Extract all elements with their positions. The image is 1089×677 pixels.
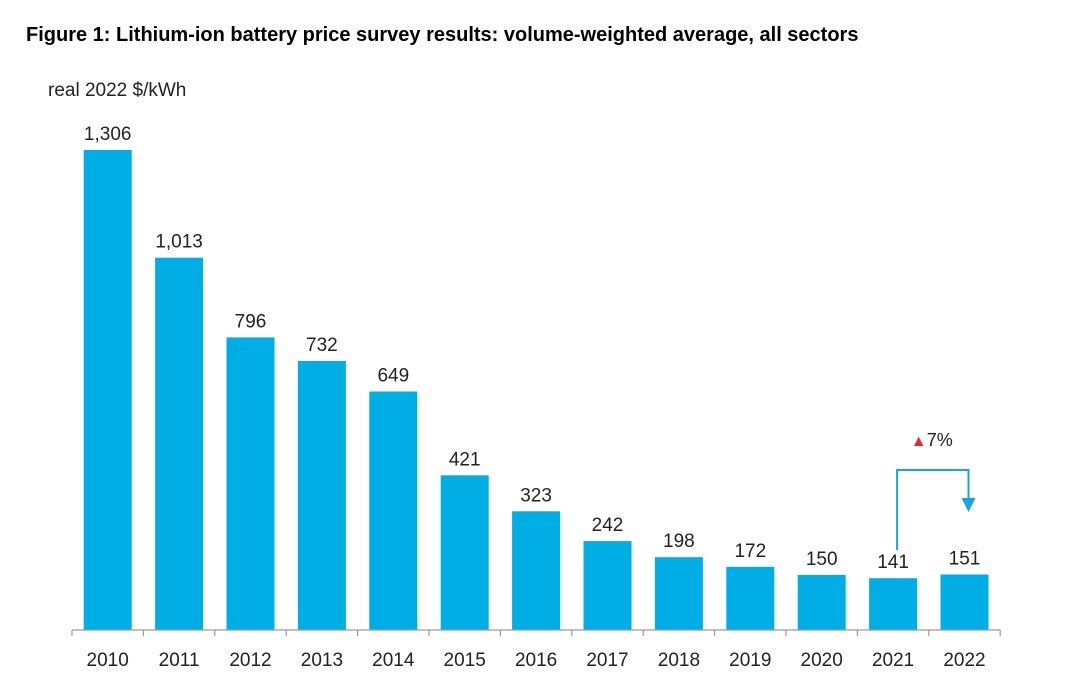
- data-label-2010: 1,306: [84, 124, 132, 145]
- x-tick-label-2022: 2022: [943, 650, 985, 671]
- bar-2016: [512, 511, 561, 630]
- bar-2012: [226, 337, 275, 630]
- bar-2015: [440, 475, 489, 630]
- data-label-2016: 323: [520, 485, 552, 506]
- bar-2014: [369, 391, 418, 630]
- x-tick-label-2018: 2018: [658, 650, 700, 671]
- bar-2017: [583, 541, 632, 630]
- figure-title: Figure 1: Lithium-ion battery price surv…: [26, 24, 859, 46]
- x-tick-label-2016: 2016: [515, 650, 557, 671]
- x-tick-label-2013: 2013: [301, 650, 343, 671]
- x-tick-label-2015: 2015: [444, 650, 486, 671]
- change-arrow: [896, 469, 970, 551]
- data-label-2015: 421: [449, 449, 481, 470]
- data-label-2018: 198: [663, 531, 695, 552]
- x-tick-label-2017: 2017: [586, 650, 628, 671]
- data-label-2022: 151: [949, 549, 981, 570]
- data-label-2020: 150: [806, 549, 838, 570]
- data-label-2013: 732: [306, 335, 338, 356]
- bar-2013: [297, 361, 346, 630]
- x-tick-label-2020: 2020: [801, 650, 843, 671]
- data-label-2012: 796: [235, 311, 267, 332]
- bar-2010: [83, 150, 132, 630]
- x-tick-label-2010: 2010: [87, 650, 129, 671]
- change-percent-label: 7%: [927, 430, 953, 450]
- data-label-2011: 1,013: [155, 232, 203, 253]
- x-tick-label-2014: 2014: [372, 650, 415, 671]
- x-tick-label-2011: 2011: [159, 650, 200, 671]
- increase-triangle-icon: ▲: [911, 433, 927, 450]
- x-tick-label-2021: 2021: [872, 650, 914, 671]
- data-label-2017: 242: [592, 515, 624, 536]
- x-tick-label-2012: 2012: [229, 650, 271, 671]
- data-label-2014: 649: [377, 366, 409, 387]
- bar-2022: [940, 574, 989, 630]
- data-label-2021: 141: [877, 552, 909, 573]
- bar-2011: [155, 257, 204, 630]
- bar-2018: [654, 557, 703, 630]
- bar-2019: [726, 566, 775, 630]
- y-axis-unit-label: real 2022 $/kWh: [48, 80, 187, 101]
- data-label-2019: 172: [734, 541, 766, 562]
- bar-2021: [869, 578, 918, 630]
- x-tick-label-2019: 2019: [729, 650, 771, 671]
- arrow-head-icon: [961, 498, 976, 512]
- bar-2020: [797, 574, 846, 630]
